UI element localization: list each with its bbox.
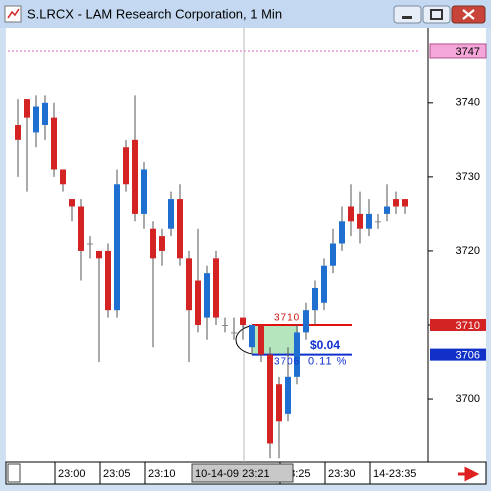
plot-area [6,28,428,462]
measure-top-label-bg [430,318,486,331]
candle-body [357,213,363,229]
measure-top-text: 3710 [274,313,300,324]
candle-body [213,258,219,318]
candle-body [384,206,390,214]
candle-body [78,206,84,251]
x-tick-label: 23:05 [103,468,131,480]
measure-change: $0.04 [310,338,340,352]
minimize-button[interactable] [393,5,422,24]
candle-body [276,384,282,422]
candle-body [33,106,39,133]
price-axis [428,28,486,462]
candle-body [285,376,291,414]
candle-body [123,147,129,185]
maximize-icon [430,9,443,20]
candle-body [339,221,345,244]
candle-body [366,213,372,229]
candle-body [393,199,399,207]
measure-bottom-label-bg [430,348,486,361]
y-tick-label: 3740 [456,97,480,109]
measure-percent: 0.11 % [308,356,347,368]
x-tick-label: 23:30 [328,468,356,480]
level-label-bg [429,43,487,59]
measure-bottom-label: 3706 [456,350,480,362]
candle-body [51,117,57,170]
candle-body [240,317,246,325]
candle-body [348,206,354,222]
close-icon [462,9,475,20]
candle-body [159,236,165,251]
maximize-button[interactable] [422,5,451,24]
y-tick-label: 3700 [456,393,480,405]
candle-body [222,324,228,326]
candle-body [15,125,21,140]
candle-body [87,243,93,245]
crosshair-label-bg [191,463,294,483]
candle-body [321,265,327,303]
candle-body [150,228,156,259]
candle-body [96,250,102,259]
candle-body [330,243,336,266]
candle-body [375,221,381,223]
measure-top-label: 3710 [456,320,480,332]
measure-bottom-text: 3706 [274,356,300,367]
window-title: S.LRCX - LAM Research Corporation, 1 Min [27,6,282,21]
app-icon-graph [7,8,20,19]
minimize-icon [402,16,412,19]
candle-body [294,332,300,377]
candle-body [402,199,408,207]
candle-body [204,273,210,318]
candle-body [249,324,255,348]
candle-body [141,169,147,214]
candle-body [69,199,75,207]
candle-body [168,199,174,229]
candle-body [303,310,309,333]
candle-body [24,99,30,118]
x-tick-label: 23:00 [58,468,86,480]
level-label: 3747 [456,46,480,58]
candle-body [258,324,264,355]
scroll-right-arrow[interactable] [458,466,480,482]
candle-body [105,250,111,311]
y-tick-label: 3720 [456,245,480,257]
y-tick-label: 3730 [456,171,480,183]
x-tick-label: 14-23:35 [373,468,416,480]
candle-body [114,184,120,311]
candle-body [60,169,66,185]
candle-body [312,287,318,311]
candle-body [132,139,138,214]
x-tick-label: 23:10 [148,468,176,480]
candle-body [177,199,183,259]
candle-body [42,102,48,126]
candle-body [267,354,273,444]
scroll-box[interactable] [7,463,21,483]
crosshair-label: 10-14-09 23:21 [195,468,270,480]
candle-body [195,280,201,325]
candle-body [231,332,237,334]
candle-body [186,258,192,311]
